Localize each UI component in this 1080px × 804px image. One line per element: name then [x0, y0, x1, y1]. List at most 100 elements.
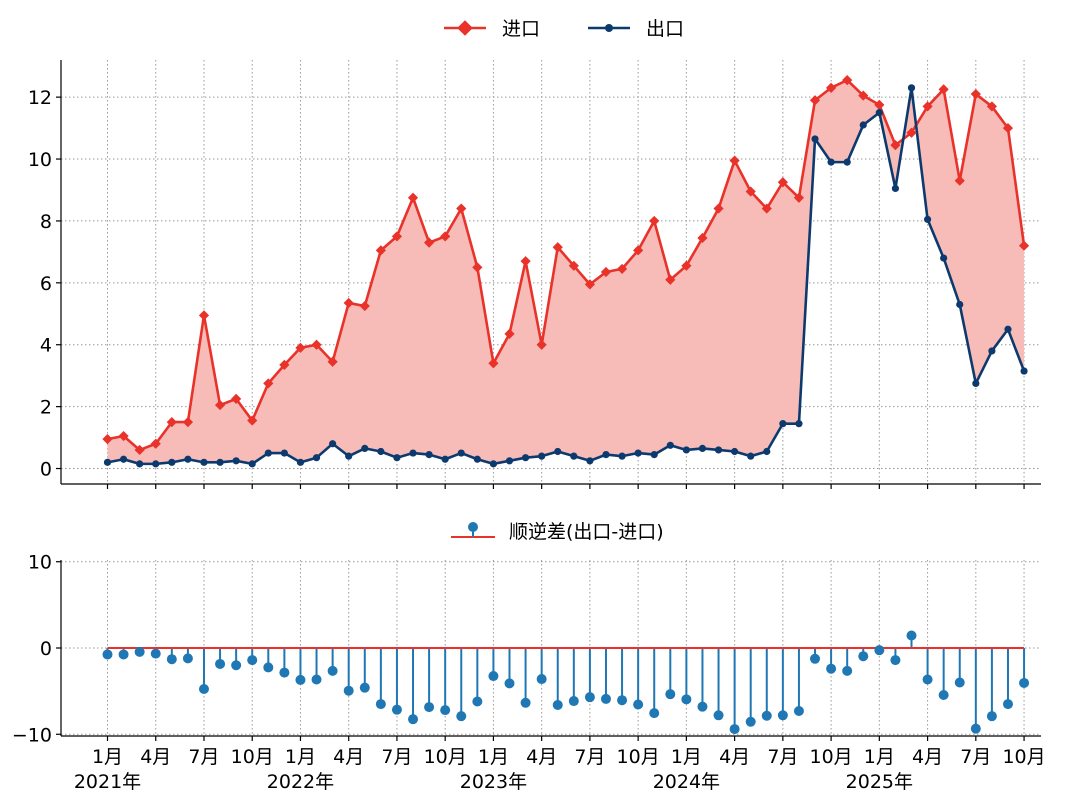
top-y-tick-label: 2 [40, 397, 52, 419]
balance-point [681, 694, 692, 705]
x-month-label: 10月 [231, 746, 274, 768]
x-month-label: 7月 [188, 746, 219, 768]
x-year-label: 2025年 [846, 771, 913, 793]
export-point [216, 458, 224, 466]
balance-point [134, 646, 145, 657]
export-point [811, 135, 819, 143]
x-month-label: 10月 [617, 746, 660, 768]
balance-point [777, 710, 788, 721]
x-month-label: 10月 [424, 746, 467, 768]
export-point [345, 452, 353, 460]
export-point [296, 458, 305, 466]
import-point [536, 339, 547, 350]
bottom-y-tick-label: −10 [12, 724, 52, 746]
x-month-label: 10月 [1002, 746, 1045, 768]
balance-point [295, 674, 306, 685]
balance-point [440, 705, 451, 716]
import-point [456, 203, 467, 214]
balance-point [568, 696, 579, 707]
import-point [279, 359, 290, 370]
balance-point [472, 696, 483, 707]
balance-point [536, 674, 547, 685]
import-point [649, 215, 660, 227]
balance-point [665, 689, 676, 700]
balance-point [745, 716, 756, 727]
export-point [168, 458, 176, 466]
balance-point [198, 683, 209, 694]
export-point [618, 452, 626, 460]
export-point [682, 446, 690, 454]
x-month-label: 4月 [912, 746, 943, 768]
import-point [198, 310, 210, 321]
import-point [166, 417, 177, 428]
balance-point [697, 701, 708, 712]
export-point [489, 460, 498, 468]
export-point [586, 457, 594, 465]
import-export-fill [107, 80, 1025, 464]
x-month-label: 7月 [574, 746, 605, 768]
import-point [391, 231, 403, 242]
import-point [375, 245, 386, 256]
export-point [554, 447, 562, 456]
import-export-lines [102, 75, 1030, 468]
balance-point [118, 649, 129, 660]
import-point [681, 260, 692, 271]
x-year-label: 2022年 [267, 771, 334, 793]
top-axes: 0 2 4 6 8 10 12 [28, 60, 1041, 489]
bottom-y-tick-label: 0 [40, 638, 52, 660]
export-point [650, 450, 658, 459]
import-point [665, 274, 676, 285]
import-point [713, 203, 724, 214]
export-point [280, 449, 288, 457]
export-line [107, 86, 1026, 466]
export-point [119, 455, 128, 463]
export-point [988, 347, 996, 355]
export-point [441, 455, 449, 463]
balance-point [391, 704, 402, 715]
top-y-tick-label: 8 [40, 211, 52, 233]
import-point [938, 84, 949, 95]
balance-point [793, 705, 804, 716]
export-point [972, 379, 980, 388]
x-month-label: 4月 [140, 746, 171, 768]
balance-point [1019, 677, 1030, 688]
legend-balance-label: 顺逆差(出口-进口) [509, 521, 664, 543]
export-point [329, 440, 337, 448]
balance-point [247, 655, 258, 666]
export-point [891, 184, 900, 193]
balance-point [552, 699, 563, 710]
legend-export-marker [605, 24, 613, 32]
balance-point [1002, 699, 1013, 710]
x-year-label: 2021年 [74, 771, 141, 793]
import-point [970, 88, 981, 100]
x-year-label: 2024年 [653, 771, 720, 793]
legend-import-label: 进口 [502, 18, 540, 40]
x-month-label: 10月 [810, 746, 853, 768]
export-point [232, 457, 240, 465]
balance-point [102, 649, 113, 660]
balance-point [584, 692, 595, 703]
balance-point [938, 690, 949, 701]
bottom-axes: 10 0 −10 [12, 552, 1041, 746]
balance-point [826, 663, 837, 674]
export-point [634, 449, 642, 457]
export-point [875, 109, 883, 117]
export-point [907, 84, 916, 92]
balance-point [761, 710, 772, 721]
import-point [311, 339, 322, 350]
export-point [714, 446, 723, 454]
balance-point [327, 665, 338, 676]
import-point [488, 358, 499, 369]
export-point [859, 121, 867, 129]
balance-point [166, 654, 177, 665]
legend-export-label: 出口 [646, 18, 684, 40]
balance-point [182, 653, 193, 664]
bottom-legend: 顺逆差(出口-进口) [451, 521, 664, 543]
x-year-label: 2023年 [460, 771, 527, 793]
import-point [568, 260, 579, 271]
import-point [407, 192, 419, 203]
export-point [1004, 325, 1012, 333]
import-point [906, 127, 917, 138]
import-point [584, 279, 595, 290]
